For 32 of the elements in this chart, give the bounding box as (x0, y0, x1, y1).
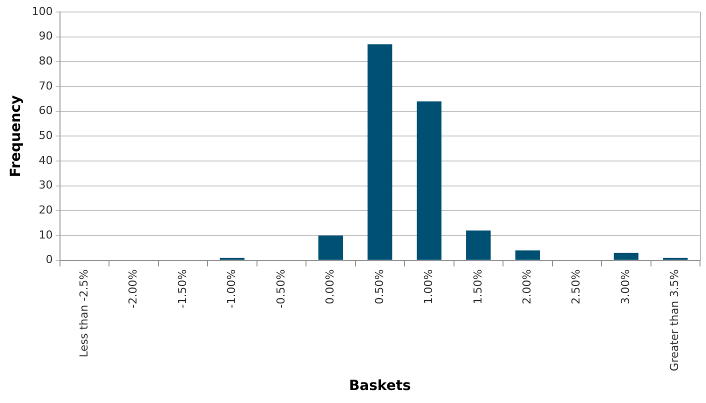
x-tick-label: 0.00% (324, 269, 337, 304)
x-tick-label: 0.50% (372, 269, 386, 304)
x-tick-label: 3.00% (618, 269, 632, 304)
bar (515, 250, 540, 260)
x-tick-label: 2.00% (520, 269, 534, 304)
x-axis-title: Baskets (348, 378, 411, 394)
y-tick-label: 20 (38, 204, 53, 217)
x-tick-label: -1.00% (225, 269, 238, 308)
x-tick-label: Greater than 3.5% (668, 269, 682, 372)
x-tick-label: 1.00% (422, 269, 436, 304)
y-tick-label: 90 (38, 30, 53, 43)
bar (416, 101, 442, 260)
bar (614, 252, 638, 260)
y-tick-label: 30 (38, 178, 53, 192)
y-axis-title: Frequency (8, 95, 24, 178)
y-tick-label: 40 (38, 154, 53, 167)
bar (318, 236, 343, 260)
x-tick-label: -1.50% (176, 269, 189, 308)
x-tick-label: -2.00% (126, 269, 140, 308)
y-tick-label: 80 (38, 54, 53, 68)
y-tick-label: 70 (38, 79, 53, 92)
y-tick-label: 50 (38, 129, 53, 142)
y-tick-label: 100 (32, 4, 53, 18)
y-tick-label: 10 (38, 228, 53, 242)
y-tick-label: 60 (38, 104, 53, 118)
x-tick-label: 1.50% (471, 269, 484, 304)
x-tick-label: Less than -2.5% (77, 269, 90, 358)
bar (466, 230, 491, 260)
bar (368, 44, 392, 260)
x-tick-label: -0.50% (274, 269, 288, 308)
y-tick-label: 0 (46, 253, 53, 266)
x-tick-label: 2.50% (570, 269, 583, 304)
